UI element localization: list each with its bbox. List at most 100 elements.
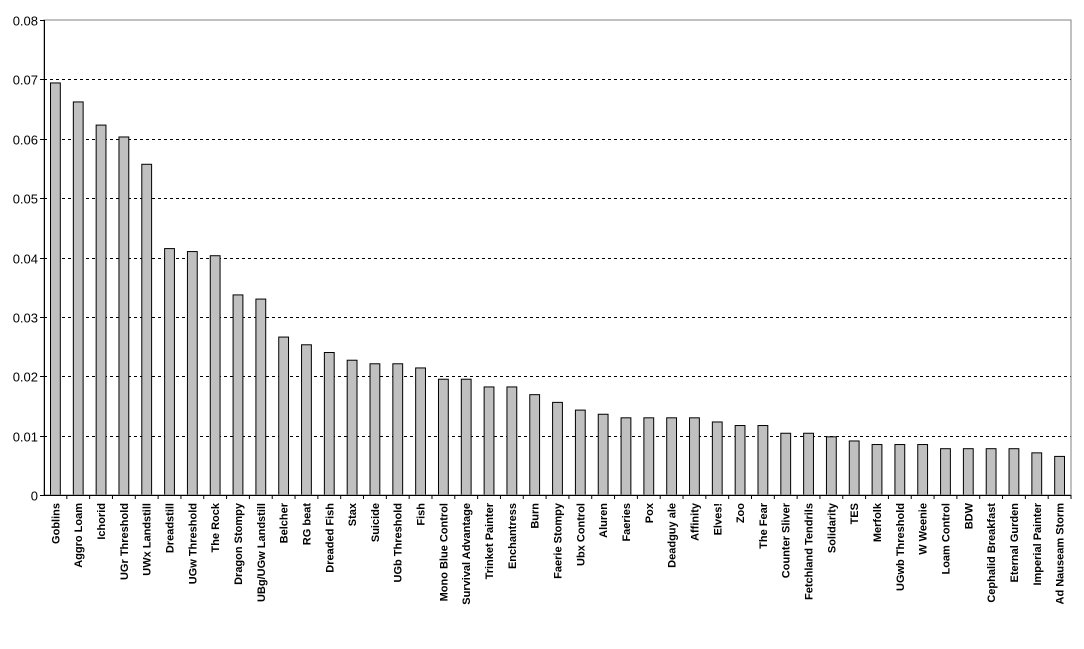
bar: [620, 417, 632, 496]
bar: [50, 82, 61, 496]
x-axis-labels: Goblins Aggro Loam Ichorid UGr Threshold UWx…: [50, 502, 1066, 605]
x-tick-label: Aggro Loam: [73, 503, 85, 568]
bar: [871, 444, 883, 496]
x-tick-label: Faerie Stompy: [553, 502, 565, 579]
x-tick-label: Ubx Control: [575, 503, 587, 566]
bar: [780, 432, 792, 496]
x-tick-label: Solidarity: [826, 502, 838, 553]
bar: [232, 294, 244, 496]
x-tick-label: Affinity: [689, 502, 701, 541]
x-tick-label: UWx Landstill: [142, 503, 154, 576]
x-tick-label: Mono Blue Control: [438, 503, 450, 601]
x-tick-label: Trinket Painter: [484, 502, 496, 579]
x-tick-label: Dreaded Fish: [324, 503, 336, 573]
bar: [164, 248, 175, 496]
bar: [186, 251, 198, 496]
x-tick-label: Deadguy ale: [667, 503, 679, 568]
x-tick-label: Faeries: [621, 503, 633, 542]
x-tick-label: UBg/UGw Landstill: [256, 503, 268, 602]
bars: [50, 82, 1065, 496]
bar: [278, 336, 290, 496]
x-tick-label: Pox: [644, 502, 656, 523]
x-tick-label: Merfolk: [872, 502, 884, 542]
y-tick-label: 0.05: [13, 192, 38, 207]
y-tick-label: 0.07: [13, 73, 38, 88]
bar: [917, 444, 929, 496]
x-tick-label: TES: [849, 503, 861, 524]
bar: [460, 378, 472, 496]
x-tick-label: Fetchland Tendrils: [804, 503, 816, 600]
y-tick-label: 0.08: [13, 14, 38, 29]
x-tick-label: UGwb Threshold: [895, 503, 907, 591]
bar: [209, 255, 221, 496]
y-axis-ticks: 0 0.01 0.02 0.03 0.04 0.05 0.06 0.07 0.08: [13, 14, 38, 504]
bar: [666, 417, 678, 496]
bar: [574, 409, 586, 496]
bar: [346, 359, 358, 496]
bar: [437, 378, 449, 496]
x-tick-label: Aluren: [598, 503, 610, 538]
bar: [415, 367, 426, 496]
bar: [597, 413, 609, 496]
bar: [95, 124, 107, 496]
bar: [72, 101, 84, 496]
bar: [985, 448, 997, 496]
x-tick-label: Ichorid: [96, 503, 108, 540]
x-tick-label: Belcher: [279, 502, 291, 543]
x-tick-label: Zoo: [735, 503, 747, 523]
x-tick-label: Burn: [530, 503, 542, 529]
bar: [1054, 455, 1065, 496]
y-tick-label: 0.04: [13, 252, 38, 267]
x-tick-label: Goblins: [50, 503, 62, 544]
y-tick-label: 0: [31, 489, 38, 504]
x-tick-label: Eternal Gurden: [1009, 503, 1021, 583]
bar: [552, 401, 563, 496]
x-tick-label: UGw Threshold: [187, 503, 199, 584]
bar: [848, 440, 860, 496]
bar: [392, 363, 404, 496]
bar: [825, 436, 837, 496]
x-tick-label: Fish: [416, 503, 428, 526]
bar: [141, 163, 153, 496]
bar: [757, 425, 769, 496]
y-tick-label: 0.02: [13, 370, 38, 385]
y-tick-label: 0.01: [13, 430, 38, 445]
x-tick-label: BDW: [963, 502, 975, 529]
axes: [40, 19, 1072, 499]
x-tick-label: W Weenie: [918, 503, 930, 555]
x-tick-label: Imperial Painter: [1032, 502, 1044, 585]
bar: [689, 417, 700, 496]
bar: [643, 417, 655, 496]
x-tick-label: Loam Control: [940, 503, 952, 575]
bar: [962, 448, 974, 496]
x-tick-label: The Rock: [210, 502, 222, 552]
bar: [483, 386, 495, 496]
bar: [529, 394, 541, 496]
bar: [506, 386, 518, 496]
bar: [1008, 448, 1020, 496]
x-tick-label: Counter Sliver: [781, 502, 793, 578]
bar: [301, 344, 312, 496]
bar: [255, 298, 267, 496]
x-tick-label: RG beat: [301, 503, 313, 546]
bar: [1031, 452, 1043, 496]
bar: [940, 448, 951, 496]
x-tick-label: Ad Nauseam Storm: [1055, 503, 1067, 605]
bar: [711, 421, 723, 496]
bar: [894, 444, 906, 496]
bar: [734, 425, 746, 496]
x-tick-label: Survival Advantage: [461, 503, 473, 605]
bar: [803, 432, 814, 496]
x-tick-label: The Fear: [758, 502, 770, 549]
x-tick-label: Suicide: [370, 503, 382, 542]
x-tick-label: Elves!: [712, 503, 724, 535]
bar: [118, 136, 130, 496]
bar: [369, 363, 381, 496]
x-tick-label: Enchantress: [507, 503, 519, 569]
x-tick-label: Cephalid Breakfast: [986, 503, 998, 603]
gridlines: [44, 79, 1071, 437]
x-tick-label: UGb Threshold: [393, 503, 405, 582]
x-tick-label: UGr Threshold: [119, 503, 131, 580]
